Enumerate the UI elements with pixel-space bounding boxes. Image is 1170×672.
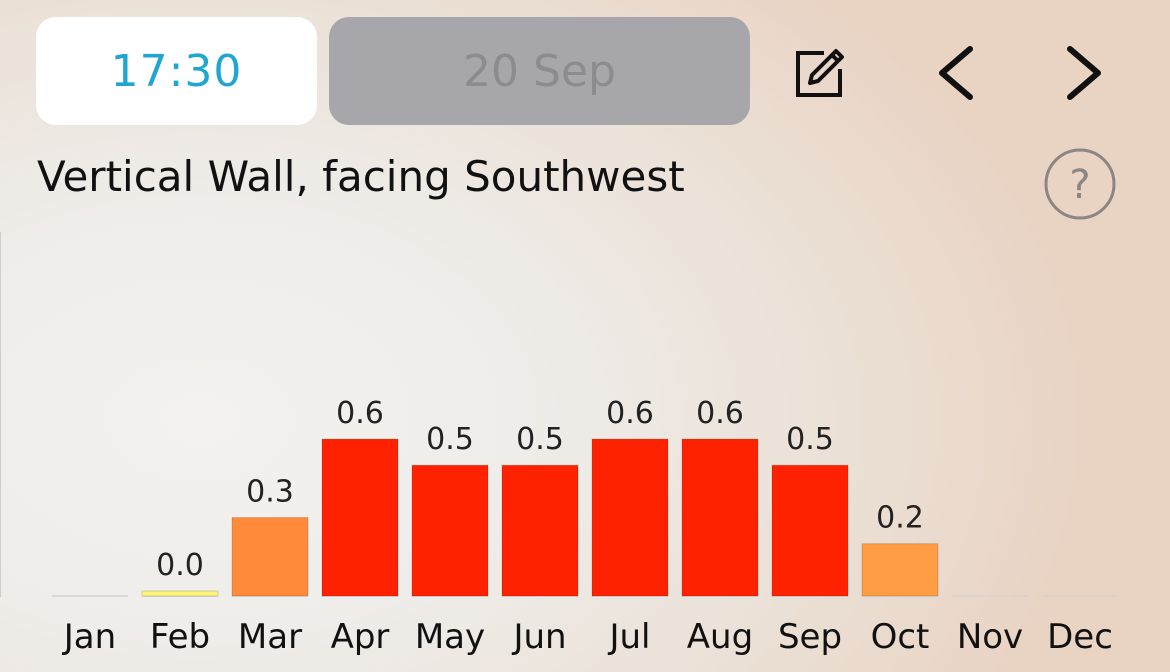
- help-icon: ?: [1044, 148, 1116, 220]
- month-label-mar: Mar: [238, 617, 302, 657]
- bar-oct: [861, 543, 939, 597]
- month-label-jul: Jul: [607, 617, 650, 657]
- month-label-jun: Jun: [511, 617, 566, 657]
- monthly-bar-chart: Jan 0.0 Feb 0.3 Mar 0.6 Apr 0.5 May 0.5 Jun 0.6 Jul 0…: [52, 396, 1118, 657]
- value-label-jul: 0.6: [606, 396, 654, 431]
- month-label-nov: Nov: [957, 617, 1023, 657]
- bar-may: [411, 464, 489, 597]
- help-button[interactable]: ?: [1042, 146, 1118, 222]
- time-label: 17:30: [110, 45, 243, 97]
- month-label-sep: Sep: [778, 617, 842, 657]
- value-label-feb: 0.0: [156, 548, 204, 583]
- value-label-apr: 0.6: [336, 396, 384, 431]
- bar-apr: [321, 438, 399, 597]
- bar-feb: [141, 590, 219, 597]
- value-label-may: 0.5: [426, 422, 474, 457]
- bar-aug: [681, 438, 759, 597]
- svg-text:?: ?: [1069, 162, 1090, 208]
- page-title: Vertical Wall, facing Southwest: [37, 152, 685, 201]
- bar-jul: [591, 438, 669, 597]
- value-label-oct: 0.2: [876, 501, 924, 536]
- next-button[interactable]: [1050, 38, 1120, 108]
- edit-button[interactable]: [783, 38, 853, 108]
- month-label-dec: Dec: [1047, 617, 1113, 657]
- date-button[interactable]: 20 Sep: [329, 17, 750, 125]
- value-label-sep: 0.5: [786, 422, 834, 457]
- month-label-aug: Aug: [687, 617, 753, 657]
- value-label-mar: 0.3: [246, 475, 294, 510]
- chart-left-border: [0, 232, 1, 597]
- date-label: 20 Sep: [463, 45, 616, 97]
- edit-icon: [796, 49, 844, 97]
- value-label-aug: 0.6: [696, 396, 744, 431]
- chevron-right-icon: [1067, 46, 1101, 100]
- time-button[interactable]: 17:30: [36, 17, 317, 125]
- chevron-left-icon: [939, 46, 973, 100]
- month-label-apr: Apr: [331, 617, 390, 657]
- value-label-jun: 0.5: [516, 422, 564, 457]
- bar-jun: [501, 464, 579, 597]
- month-label-feb: Feb: [150, 617, 210, 657]
- previous-button[interactable]: [920, 38, 990, 108]
- bar-mar: [231, 517, 309, 597]
- month-label-jan: Jan: [62, 617, 116, 657]
- bar-sep: [771, 464, 849, 597]
- month-label-may: May: [415, 617, 485, 657]
- month-label-oct: Oct: [871, 617, 930, 657]
